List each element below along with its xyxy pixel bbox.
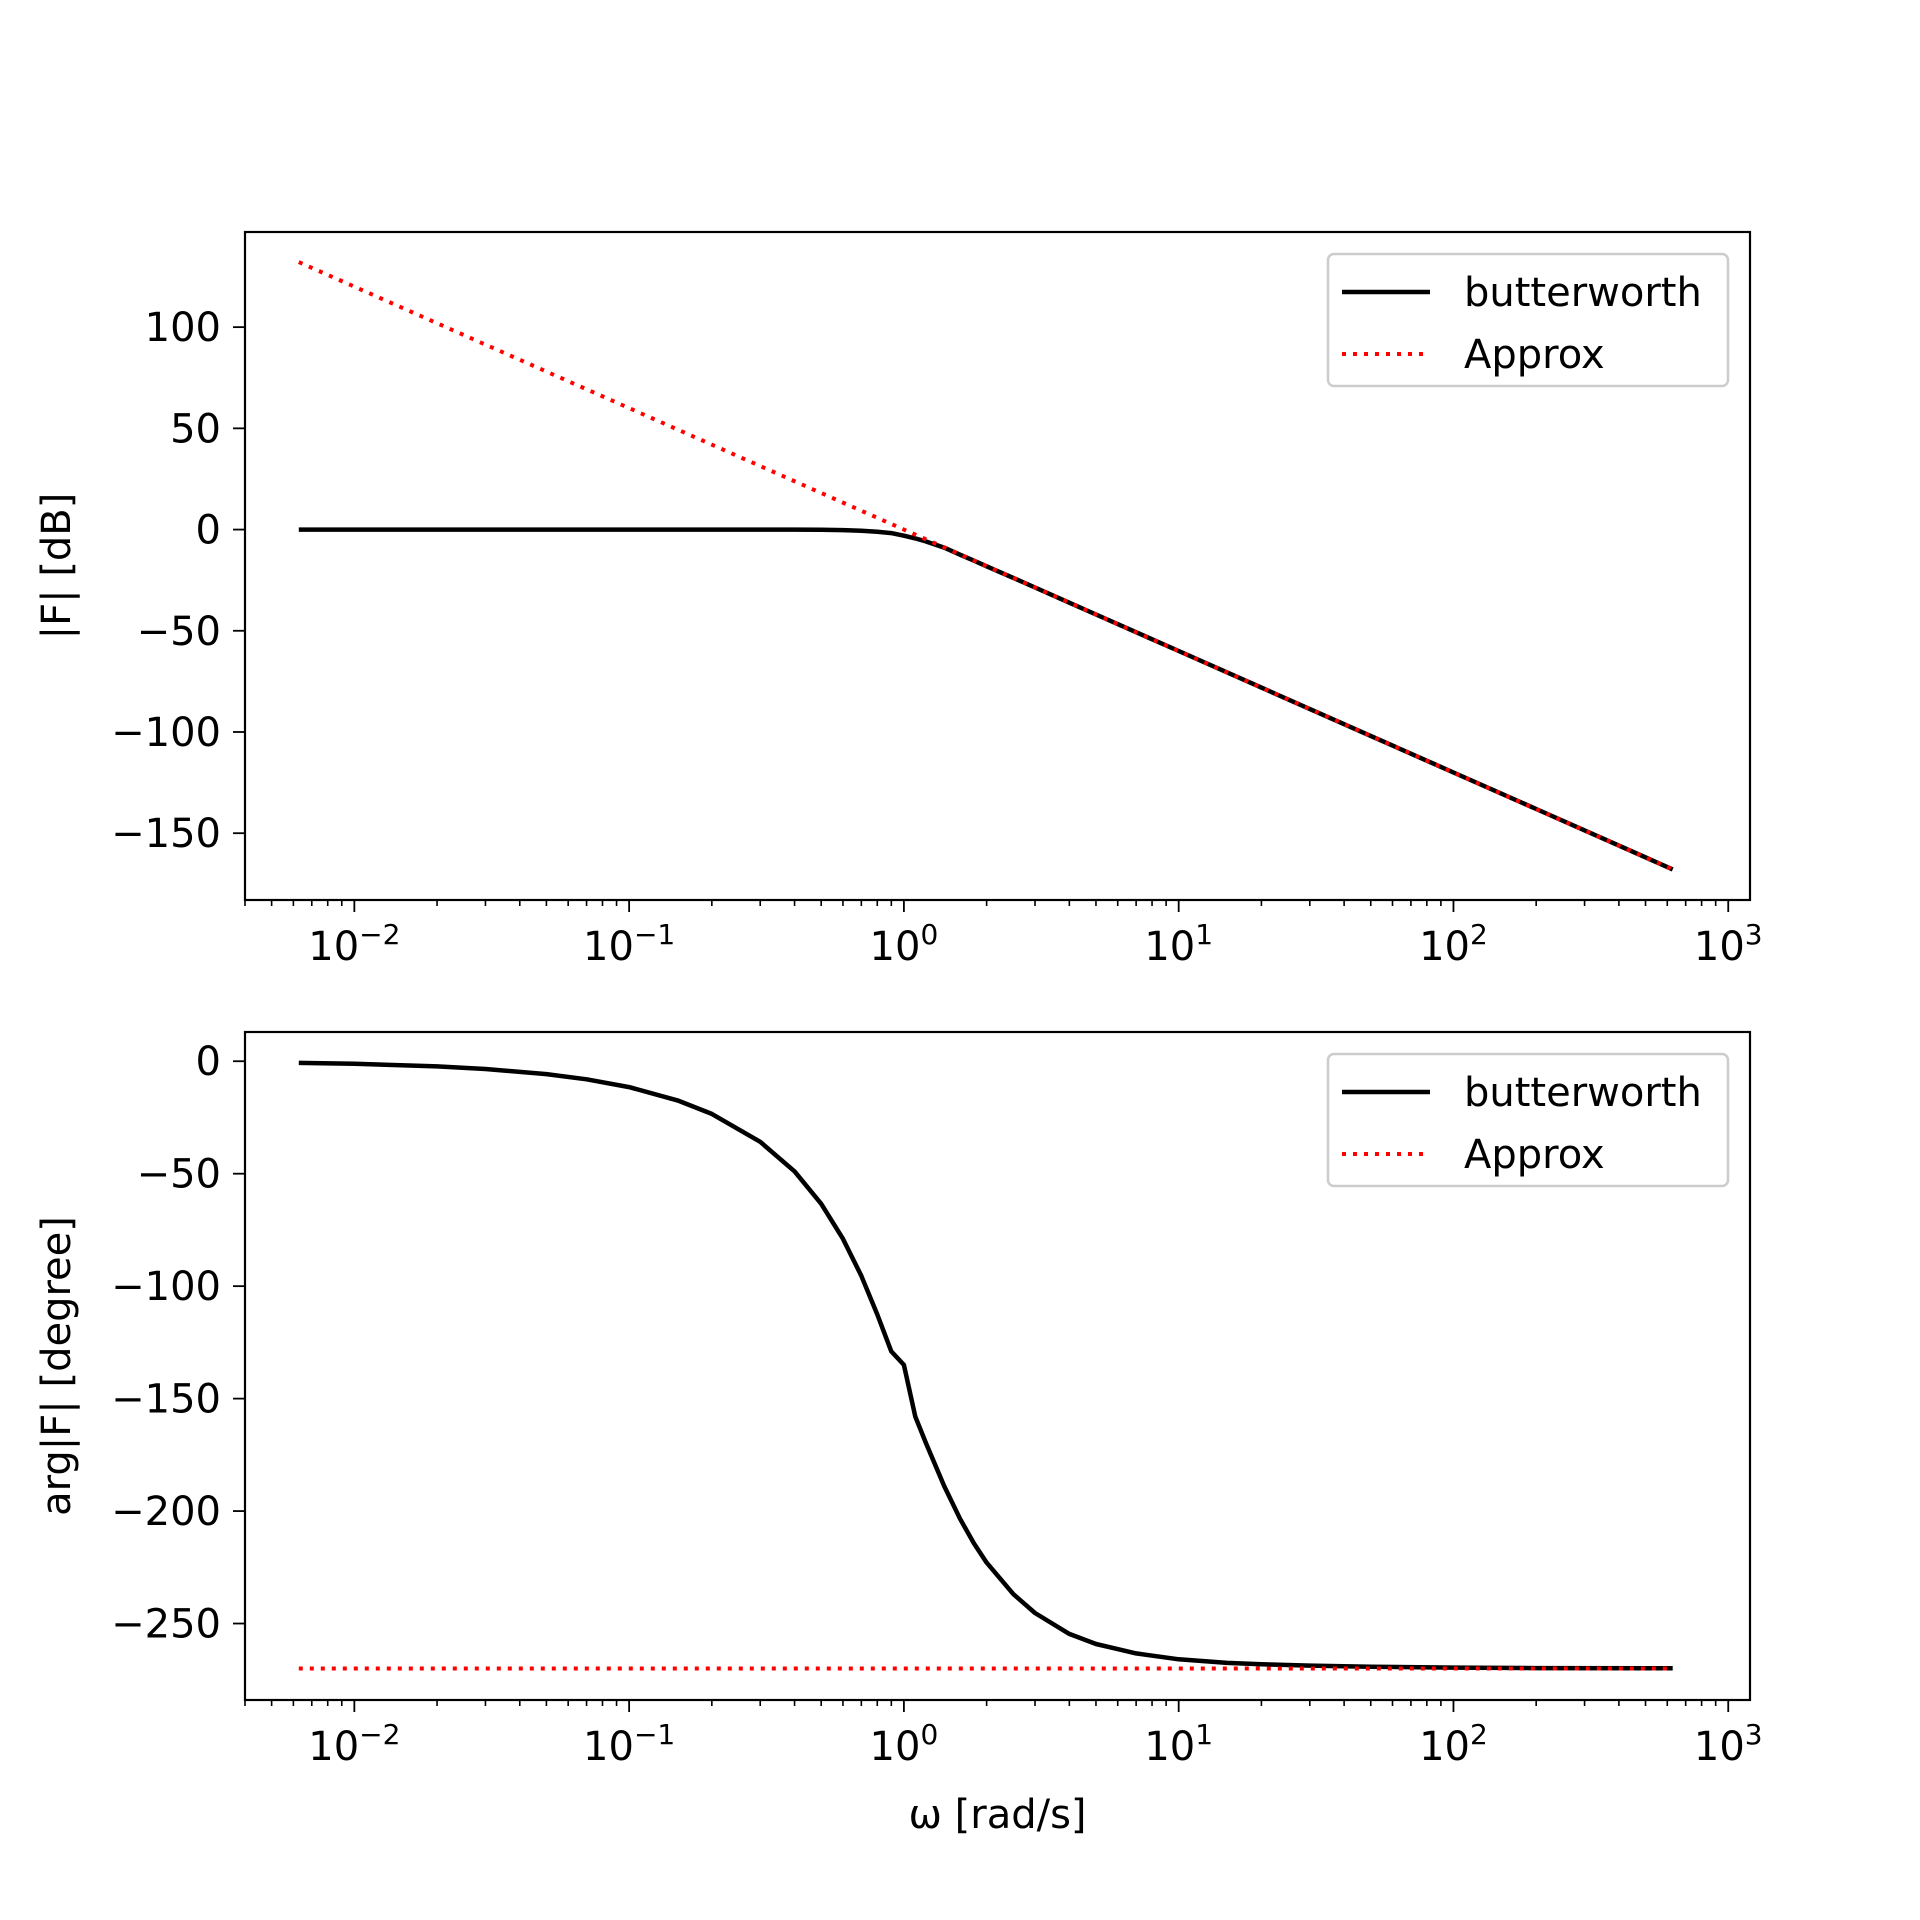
- phase-x-tick-label: 103: [1694, 1718, 1763, 1770]
- phase-x-tick-label: 100: [870, 1718, 939, 1770]
- phase-y-tick-label: −250: [111, 1602, 221, 1648]
- magnitude-x-tick-label: 10−2: [308, 918, 400, 970]
- phase-legend-label-butterworth: butterworth: [1464, 1070, 1702, 1116]
- phase-x-tick-label: 10−1: [583, 1718, 675, 1770]
- phase-y-tick-label: −50: [137, 1152, 221, 1198]
- magnitude-y-tick-label: −150: [111, 811, 221, 857]
- phase-series-butterworth-line: [298, 1060, 1673, 1671]
- magnitude-series-approx-line: [297, 260, 1674, 872]
- phase-panel: 10−2 10−1 100 101 102 103 0 −50 −100 −150 −200 −250…: [34, 1030, 1763, 1838]
- phase-x-axis-label: ω [rad/s]: [908, 1792, 1086, 1838]
- magnitude-y-tick-label: −50: [137, 609, 221, 655]
- magnitude-axes-frame: [243, 230, 1752, 902]
- phase-legend: butterworth Approx: [1326, 1052, 1730, 1188]
- phase-legend-label-approx: Approx: [1464, 1132, 1605, 1178]
- magnitude-y-axis-label: |F| [dB]: [34, 493, 80, 640]
- magnitude-x-tick-label: 100: [870, 918, 939, 970]
- phase-x-tick-label: 101: [1144, 1718, 1213, 1770]
- magnitude-legend-label-approx: Approx: [1464, 332, 1605, 378]
- magnitude-legend: butterworth Approx: [1326, 252, 1730, 388]
- magnitude-x-tick-label: 102: [1419, 918, 1488, 970]
- magnitude-panel: 10−2 10−1 100 101 102 103 100 50 0 −50 −100 −150 |F|…: [34, 230, 1763, 970]
- magnitude-y-tick-label: 0: [196, 508, 221, 554]
- phase-legend-box: [1326, 1052, 1730, 1188]
- phase-y-tick-label: −150: [111, 1377, 221, 1423]
- magnitude-y-tick-label: 100: [145, 305, 221, 351]
- magnitude-x-tick-label: 103: [1694, 918, 1763, 970]
- phase-y-tick-label: −100: [111, 1264, 221, 1310]
- magnitude-legend-box: [1326, 252, 1730, 388]
- magnitude-legend-label-butterworth: butterworth: [1464, 270, 1702, 316]
- phase-y-tick-label: −200: [111, 1489, 221, 1535]
- magnitude-x-tick-label: 101: [1144, 918, 1213, 970]
- phase-axes-frame: [243, 1030, 1752, 1702]
- phase-x-tick-label: 10−2: [308, 1718, 400, 1770]
- phase-y-tick-label: 0: [196, 1039, 221, 1085]
- phase-x-tick-label: 102: [1419, 1718, 1488, 1770]
- phase-y-axis-label: arg|F| [degree]: [34, 1216, 80, 1516]
- magnitude-y-tick-label: −100: [111, 710, 221, 756]
- magnitude-x-tick-label: 10−1: [583, 918, 675, 970]
- magnitude-y-tick-label: 50: [170, 406, 221, 452]
